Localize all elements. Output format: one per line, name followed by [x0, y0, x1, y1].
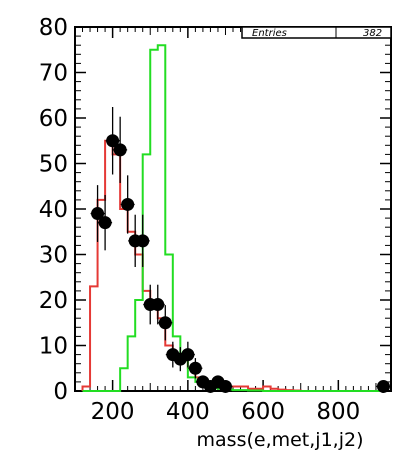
data-point: [98, 216, 112, 230]
x-tick-label: 200: [91, 399, 135, 425]
x-axis-title: mass(e,met,j1,j2): [197, 429, 364, 451]
y-tick-label: 30: [39, 243, 68, 269]
x-tick-labels: 200 400 600 800: [91, 399, 361, 425]
y-tick-label: 0: [53, 379, 68, 405]
data-point: [218, 379, 232, 393]
data-point: [158, 316, 172, 330]
y-tick-label: 60: [39, 106, 68, 132]
y-tick-label: 20: [39, 288, 68, 314]
data-point: [136, 234, 150, 248]
data-series: [81, 44, 391, 393]
data-point: [181, 348, 195, 362]
data-point: [91, 207, 105, 221]
data-point: [121, 197, 135, 211]
x-tick-label: 600: [241, 399, 285, 425]
data-point: [188, 361, 202, 375]
data-point: [151, 298, 165, 312]
data-point: [376, 379, 390, 393]
y-tick-labels: 0 10 20 30 40 50 60 70 80: [39, 15, 68, 405]
x-tick-label: 400: [166, 399, 210, 425]
x-tick-label: 800: [316, 399, 360, 425]
stats-box: Entries 382: [241, 26, 392, 39]
data-point: [113, 143, 127, 157]
y-tick-label: 40: [39, 197, 68, 223]
y-tick-label: 50: [39, 152, 68, 178]
y-tick-label: 80: [39, 15, 68, 41]
stats-entries-label: Entries: [252, 28, 287, 39]
data-point: [106, 134, 120, 148]
y-tick-label: 70: [39, 61, 68, 87]
stats-box-frame: [241, 26, 392, 39]
y-tick-label: 10: [39, 334, 68, 360]
stats-entries-value: 382: [363, 28, 382, 39]
